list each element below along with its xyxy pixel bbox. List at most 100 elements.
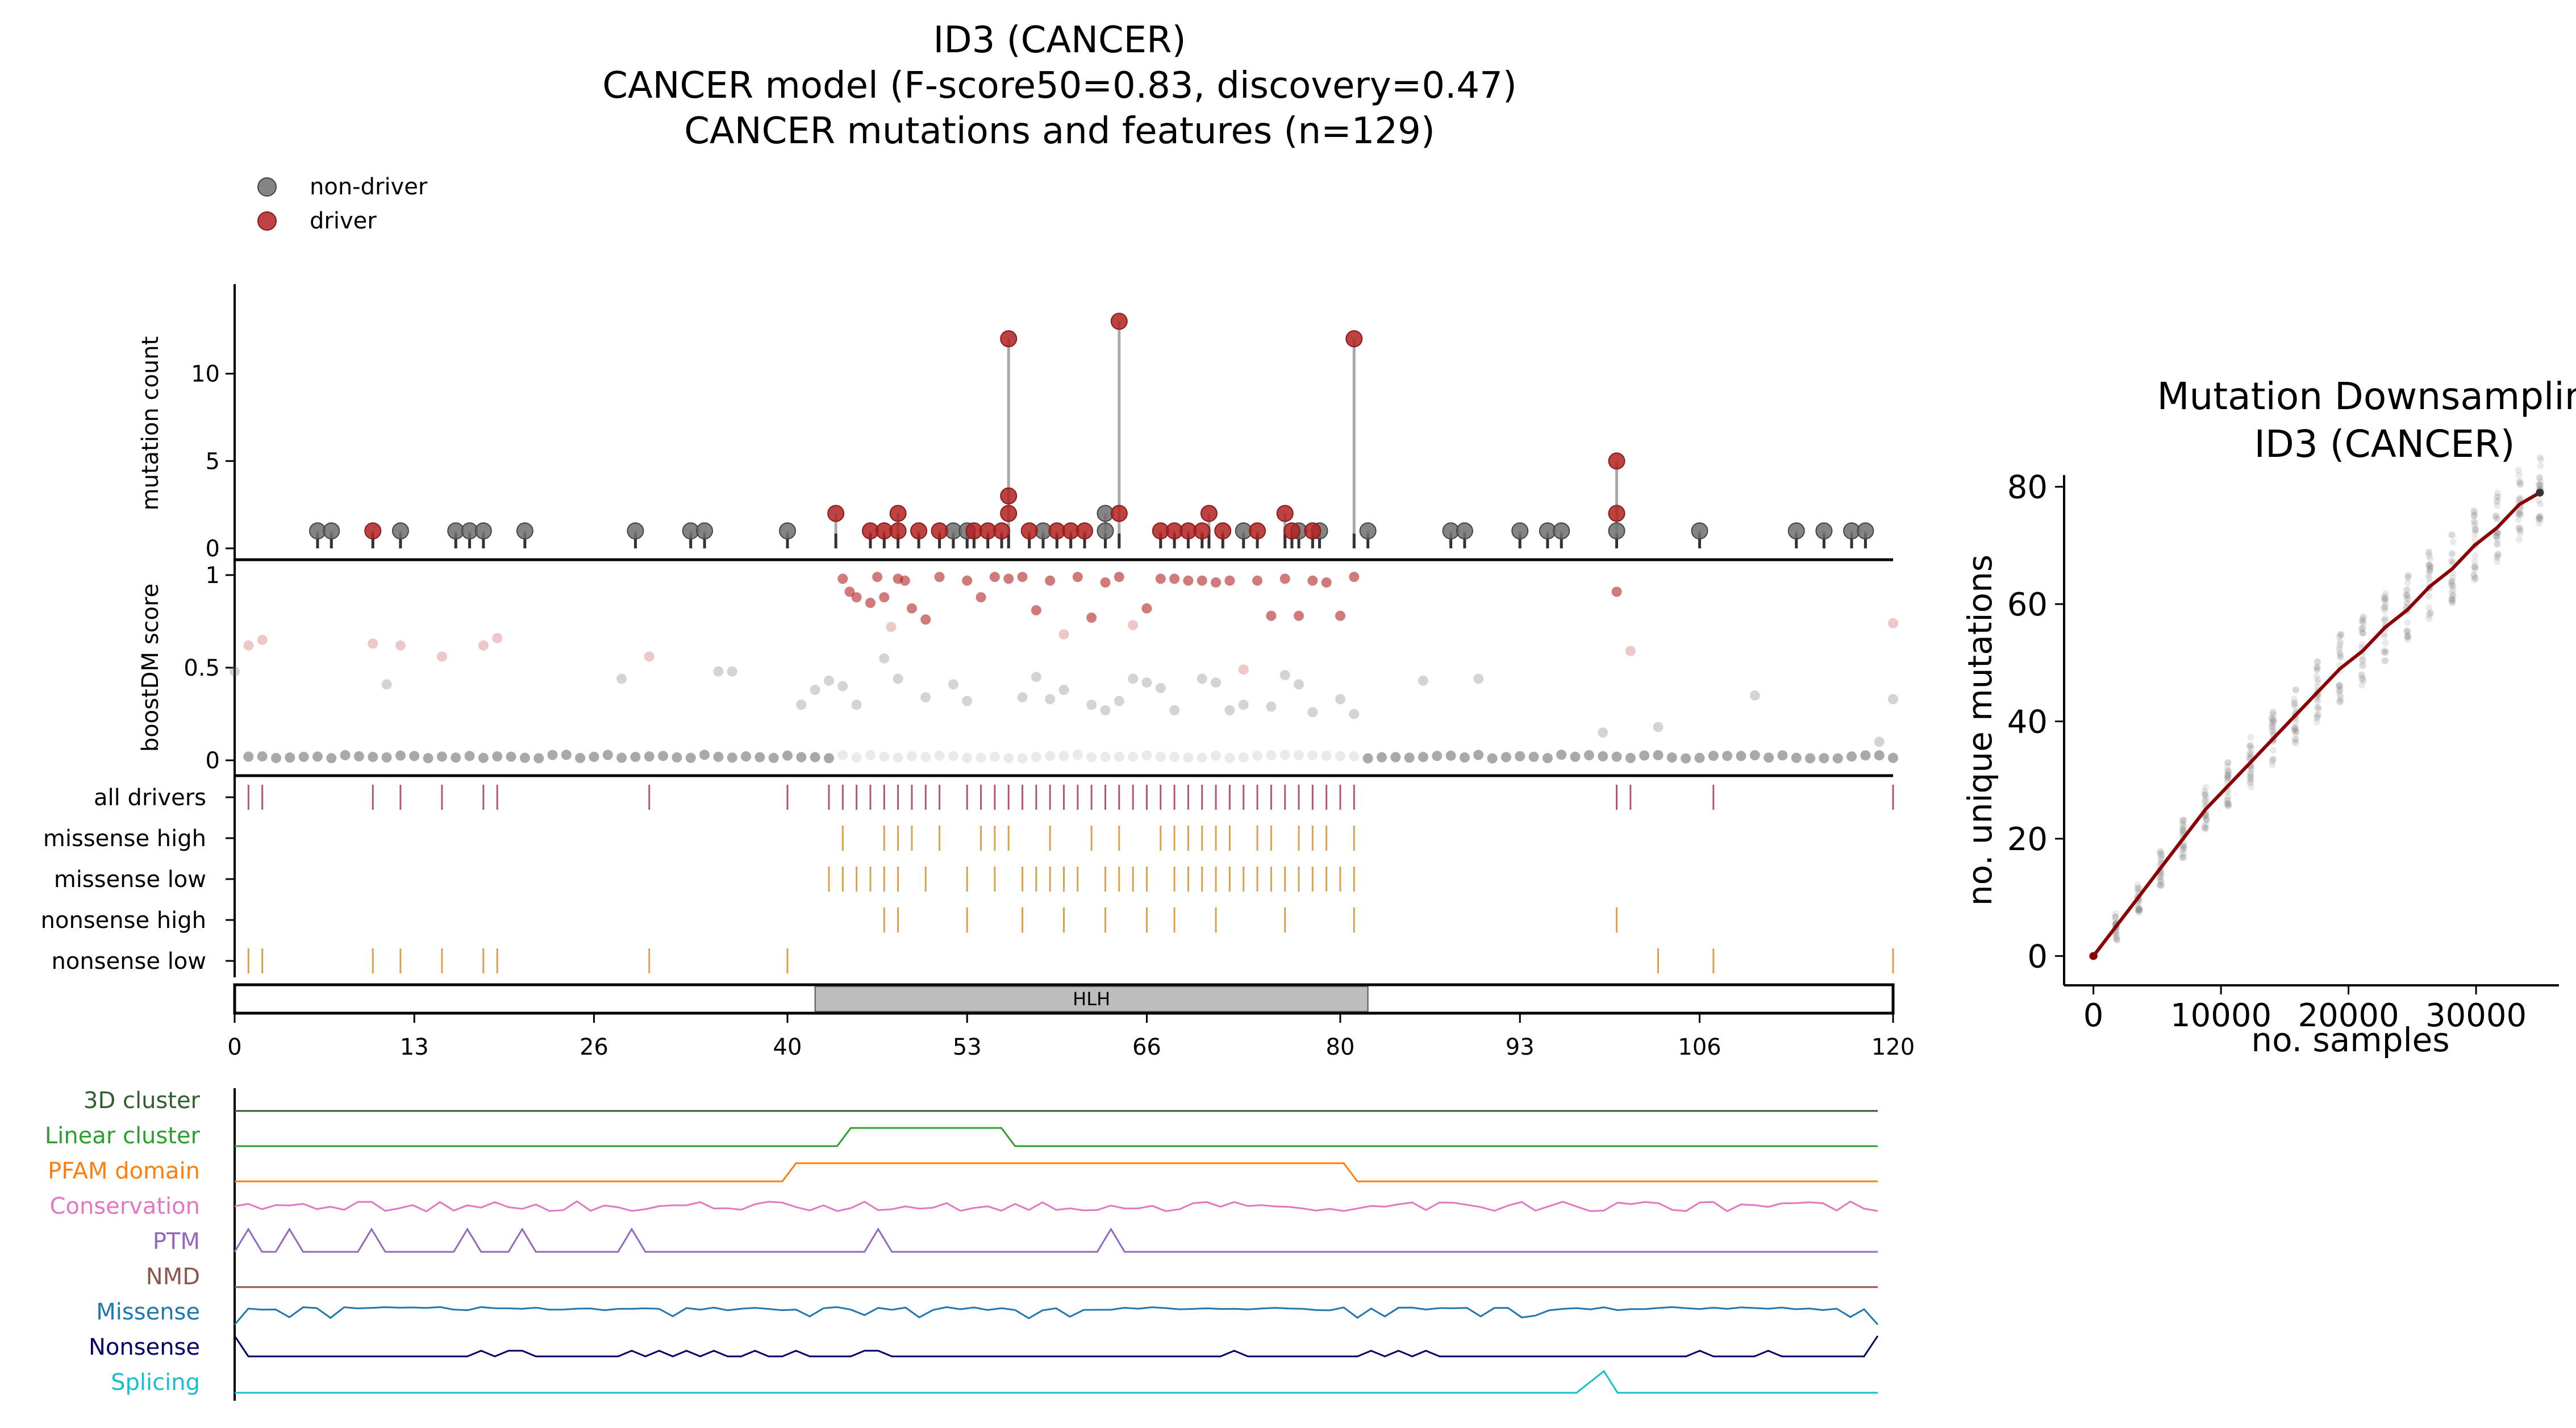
downsampling-sample-point xyxy=(2536,515,2544,522)
downsampling-sample-point xyxy=(2202,813,2210,820)
downsampling-sample-point xyxy=(2471,512,2478,519)
downsampling-sample-point xyxy=(2494,552,2501,560)
boostdm-low-point xyxy=(340,750,351,761)
downsampling-sample-point xyxy=(2404,632,2411,640)
downsampling-sample-point xyxy=(2536,482,2544,490)
downsampling-sample-point xyxy=(2156,881,2163,888)
boostdm-gray-point xyxy=(1224,705,1235,715)
downsampling-title: Mutation Downsampling xyxy=(2157,374,2576,418)
boostdm-low-point xyxy=(1349,751,1360,762)
downsampling-sample-point xyxy=(2471,563,2478,571)
downsampling-sample-point xyxy=(2449,596,2456,603)
boostdm-low-point xyxy=(920,752,931,763)
downsampling-sample-point xyxy=(2247,769,2254,777)
downsampling-sample-point xyxy=(2179,816,2187,823)
downsampling-sample-point xyxy=(2269,719,2276,727)
lollipop-driver-point xyxy=(1000,487,1018,505)
downsampling-sample-point xyxy=(2180,854,2187,861)
boostdm-low-point xyxy=(1266,750,1277,761)
protein-xtick-label: 120 xyxy=(1871,1034,1915,1060)
downsampling-sample-point xyxy=(2494,540,2502,548)
downsampling-sample-point xyxy=(2290,727,2298,734)
track-label: nonsense high xyxy=(41,907,206,934)
downsampling-sample-point xyxy=(2494,558,2501,565)
downsampling-sample-point xyxy=(2381,632,2388,640)
boostdm-gray-point xyxy=(1058,685,1069,696)
boostdm-red-point xyxy=(976,592,986,603)
downsampling-sample-point xyxy=(2449,532,2456,539)
downsampling-sample-point xyxy=(2292,728,2300,735)
downsampling-sample-point xyxy=(2358,672,2365,679)
lollipop-driver-point xyxy=(910,522,928,540)
boostdm-low-point xyxy=(451,752,461,763)
downsampling-sample-point xyxy=(2270,718,2277,726)
boostdm-gray-point xyxy=(1045,694,1056,705)
downsampling-sample-point xyxy=(2314,696,2321,703)
downsampling-sample-point xyxy=(2291,725,2299,732)
downsampling-sample-point xyxy=(2516,481,2524,488)
downsampling-sample-point xyxy=(2314,698,2321,705)
downsampling-sample-point xyxy=(2336,651,2344,658)
lollipop-driver-point xyxy=(1304,522,1322,540)
boostdm-low-point xyxy=(533,753,544,764)
boostdm-red-point xyxy=(872,572,883,582)
downsampling-sample-point xyxy=(2404,633,2411,640)
downsampling-sample-point xyxy=(2178,851,2186,858)
track-label: nonsense low xyxy=(52,948,206,975)
downsampling-sample-point xyxy=(2269,718,2277,726)
downsampling-sample-point xyxy=(2382,596,2389,603)
downsampling-sample-point xyxy=(2425,593,2433,600)
downsampling-sample-point xyxy=(2360,677,2367,685)
downsampling-sample-point xyxy=(2404,619,2411,626)
downsampling-sample-point xyxy=(2270,728,2277,735)
downsampling-sample-point xyxy=(2135,909,2143,916)
downsampling-sample-point xyxy=(2202,826,2209,833)
downsampling-xlabel: no. samples xyxy=(2251,1021,2449,1059)
downsampling-mean-line xyxy=(2092,491,2541,957)
downsampling-sample-point xyxy=(2449,597,2456,605)
lollipop-driver-point xyxy=(1193,522,1211,540)
downsampling-sample-point xyxy=(2492,532,2499,540)
lollipop-driver-point xyxy=(364,522,382,540)
downsampling-sample-point xyxy=(2336,643,2343,651)
downsampling-sample-point xyxy=(2336,631,2344,638)
boostdm-red-point xyxy=(865,597,876,608)
downsampling-sample-point xyxy=(2535,497,2542,505)
downsampling-sample-point xyxy=(2404,631,2411,639)
downsampling-sample-point xyxy=(2247,776,2254,783)
downsampling-sample-point xyxy=(2471,525,2479,532)
boostdm-gray-point xyxy=(713,666,724,677)
lollipop-non-driver-point xyxy=(1359,522,1377,540)
downsampling-sample-point xyxy=(2494,502,2501,510)
downsampling-sample-point xyxy=(2516,494,2523,502)
downsampling-sample-point xyxy=(2133,906,2141,913)
downsampling-sample-point xyxy=(2425,561,2433,569)
downsampling-sample-point xyxy=(2381,647,2388,654)
downsampling-sample-point xyxy=(2425,615,2433,622)
legend-non-driver-label: non-driver xyxy=(310,174,428,200)
downsampling-sample-point xyxy=(2448,581,2455,589)
boostdm-gray-point xyxy=(823,675,834,686)
downsampling-sample-point xyxy=(2336,697,2344,704)
legend: non-driver driver xyxy=(257,174,428,234)
downsampling-sample-point xyxy=(2291,724,2298,731)
downsampling-sample-point xyxy=(2336,646,2343,653)
boostdm-gray-point xyxy=(920,692,931,703)
boostdm-low-point xyxy=(976,752,986,763)
downsampling-sample-point xyxy=(2292,719,2299,726)
downsampling-sample-point xyxy=(2313,663,2320,671)
downsampling-sample-point xyxy=(2516,495,2524,502)
lollipop-driver-point xyxy=(1276,505,1294,522)
boostdm-low-point xyxy=(1445,750,1456,761)
downsampling-sample-point xyxy=(2336,681,2343,689)
lollipop-non-driver-point xyxy=(1097,522,1114,540)
downsampling-sample-point xyxy=(2224,759,2232,766)
downsampling-sample-point xyxy=(2337,631,2345,638)
boostdm-panel: 0 0.5 1 boostDM score xyxy=(137,560,1898,777)
boostdm-gray-point xyxy=(1294,679,1304,690)
boostdm-gray-point xyxy=(381,679,392,690)
feature-label: PTM xyxy=(153,1229,200,1255)
boostdm-gray-point xyxy=(837,681,848,692)
downsampling-sample-point xyxy=(2358,657,2366,665)
boostdm-gray-point xyxy=(1031,672,1041,682)
